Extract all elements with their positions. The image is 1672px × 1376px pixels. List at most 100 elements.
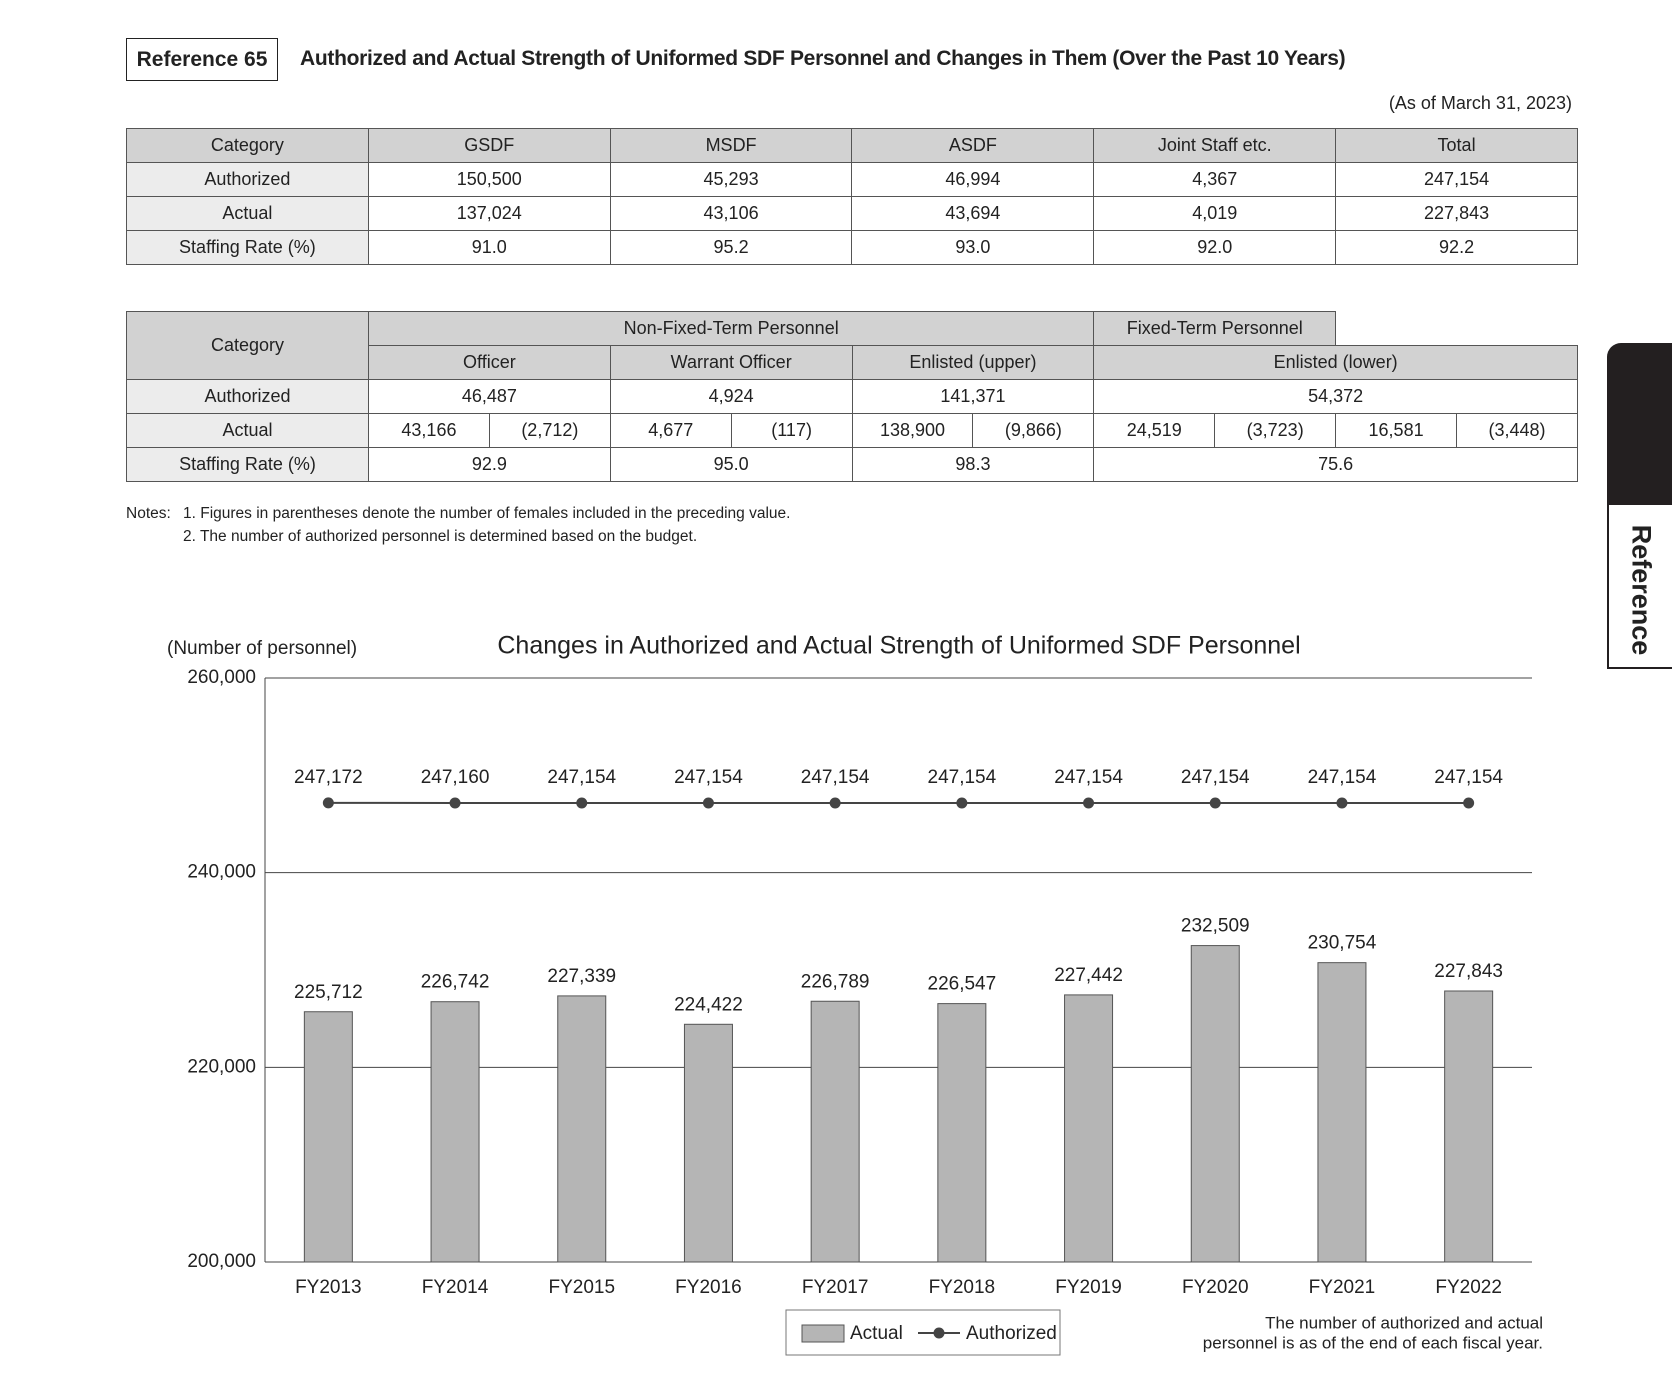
y-tick-label: 220,000 <box>187 1056 256 1077</box>
table-cell: 227,843 <box>1335 196 1578 231</box>
header-row: Category GSDF MSDF ASDF Joint Staff etc. Tota… <box>126 128 1578 163</box>
table-cell: 4,924 <box>609 379 853 414</box>
line-point <box>1336 797 1348 809</box>
table-cell: 46,487 <box>368 379 611 414</box>
note-item: 1. Figures in parentheses denote the num… <box>183 505 791 522</box>
header-cell: GSDF <box>367 128 611 163</box>
row-label: Authorized <box>126 162 369 197</box>
header-cell: Category <box>126 128 369 163</box>
row-label: Staffing Rate (%) <box>126 230 369 265</box>
table-cell: 54,372 <box>1093 379 1578 414</box>
x-tick-label: FY2019 <box>1055 1277 1122 1298</box>
side-tab <box>1607 343 1672 505</box>
x-tick-label: FY2021 <box>1309 1277 1376 1298</box>
line-point <box>1209 797 1221 809</box>
notes: Notes: 1. Figures in parentheses denote t… <box>126 502 790 548</box>
chart-title: Changes in Authorized and Actual Strengt… <box>497 632 1300 660</box>
table-cell: 247,154 <box>1335 162 1578 197</box>
table-cell: 92.2 <box>1335 230 1578 265</box>
data-label: 227,442 <box>1054 965 1123 986</box>
table-cell: 138,900 <box>851 413 974 448</box>
legend-swatch <box>801 1324 845 1343</box>
table-row: Actual 137,024 43,106 43,694 4,019 227,843 <box>126 196 1578 231</box>
x-tick-label: FY2020 <box>1182 1277 1249 1298</box>
bar <box>1064 994 1114 1263</box>
table-cell: (2,712) <box>488 413 611 448</box>
legend-swatch <box>933 1327 945 1339</box>
data-label: 247,154 <box>801 767 870 788</box>
note-item: 2. The number of authorized personnel is… <box>183 528 698 545</box>
header-row: Officer Warrant Officer Enlisted (upper) En… <box>127 345 1578 380</box>
table-cell: 141,371 <box>851 379 1095 414</box>
header-cell: Enlisted (lower) <box>1093 345 1578 380</box>
table-cell: 95.0 <box>609 447 853 482</box>
y-tick-label: 260,000 <box>187 667 256 688</box>
data-label: 247,172 <box>294 767 363 788</box>
line-point <box>702 797 714 809</box>
x-tick-label: FY2013 <box>295 1277 362 1298</box>
table-row: Authorized 46,487 4,924 141,371 54,372 <box>126 379 1578 414</box>
y-tick-label: 240,000 <box>187 862 256 883</box>
data-label: 247,154 <box>928 767 997 788</box>
table-cell: (117) <box>730 413 853 448</box>
page-title: Authorized and Actual Strength of Unifor… <box>300 47 1346 70</box>
x-tick-label: FY2022 <box>1435 1277 1502 1298</box>
data-label: 227,843 <box>1434 961 1503 982</box>
row-label: Authorized <box>126 379 369 414</box>
table-cell: 92.9 <box>368 447 611 482</box>
strength-table: Category GSDF MSDF ASDF Joint Staff etc. Tota… <box>126 128 1578 265</box>
bar <box>557 995 607 1263</box>
header-cell: Category <box>126 311 369 380</box>
table-row: Staffing Rate (%) 92.9 95.0 98.3 75.6 <box>126 447 1578 482</box>
bar <box>1317 962 1367 1263</box>
x-tick-label: FY2017 <box>802 1277 869 1298</box>
bar <box>1444 990 1494 1263</box>
header-cell: MSDF <box>609 128 853 163</box>
data-label: 247,154 <box>1181 767 1250 788</box>
line-point <box>1083 797 1095 809</box>
header-cell: ASDF <box>851 128 1095 163</box>
data-label: 227,339 <box>547 966 616 987</box>
table-row: Actual 43,166 (2,712) 4,677 (117) 138,900 (9,8… <box>126 413 1578 448</box>
bar <box>1190 945 1240 1263</box>
table-cell: 93.0 <box>851 230 1095 265</box>
x-tick-label: FY2016 <box>675 1277 742 1298</box>
data-label: 247,154 <box>1054 767 1123 788</box>
reference-number: Reference 65 <box>126 38 278 81</box>
as-of-date: (As of March 31, 2023) <box>1388 93 1572 113</box>
table-cell: 137,024 <box>367 196 611 231</box>
table-cell: 98.3 <box>851 447 1095 482</box>
bar <box>937 1003 987 1263</box>
table-cell: (3,723) <box>1214 413 1337 448</box>
table-cell: 43,694 <box>851 196 1095 231</box>
line-point <box>449 797 461 809</box>
chart-note: The number of authorized and actual <box>1265 1313 1543 1332</box>
data-label: 247,154 <box>1434 767 1503 788</box>
table-cell: 43,166 <box>368 413 490 448</box>
row-label: Staffing Rate (%) <box>126 447 369 482</box>
table-cell: 95.2 <box>609 230 853 265</box>
table-cell: 4,019 <box>1093 196 1337 231</box>
data-label: 226,547 <box>928 974 997 995</box>
legend-label: Actual <box>850 1323 903 1344</box>
header-cell: Enlisted (upper) <box>851 345 1095 380</box>
chart-note: personnel is as of the end of each fisca… <box>1203 1333 1543 1352</box>
table-cell: 16,581 <box>1335 413 1458 448</box>
data-label: 225,712 <box>294 982 363 1003</box>
table-cell: 150,500 <box>367 162 611 197</box>
table-cell: 45,293 <box>609 162 853 197</box>
data-label: 247,154 <box>547 767 616 788</box>
table-cell: 4,367 <box>1093 162 1337 197</box>
data-label: 232,509 <box>1181 916 1250 937</box>
bar <box>683 1023 733 1263</box>
row-label: Actual <box>126 196 369 231</box>
breakdown-table: Category Non-Fixed-Term Personnel Fixed-Te… <box>126 311 1578 482</box>
y-axis-title: (Number of personnel) <box>167 638 357 659</box>
x-tick-label: FY2015 <box>548 1277 615 1298</box>
notes-label: Notes: <box>126 505 171 522</box>
table-cell: 91.0 <box>367 230 611 265</box>
data-label: 230,754 <box>1308 933 1377 954</box>
data-label: 224,422 <box>674 994 743 1015</box>
table-cell: 92.0 <box>1093 230 1337 265</box>
